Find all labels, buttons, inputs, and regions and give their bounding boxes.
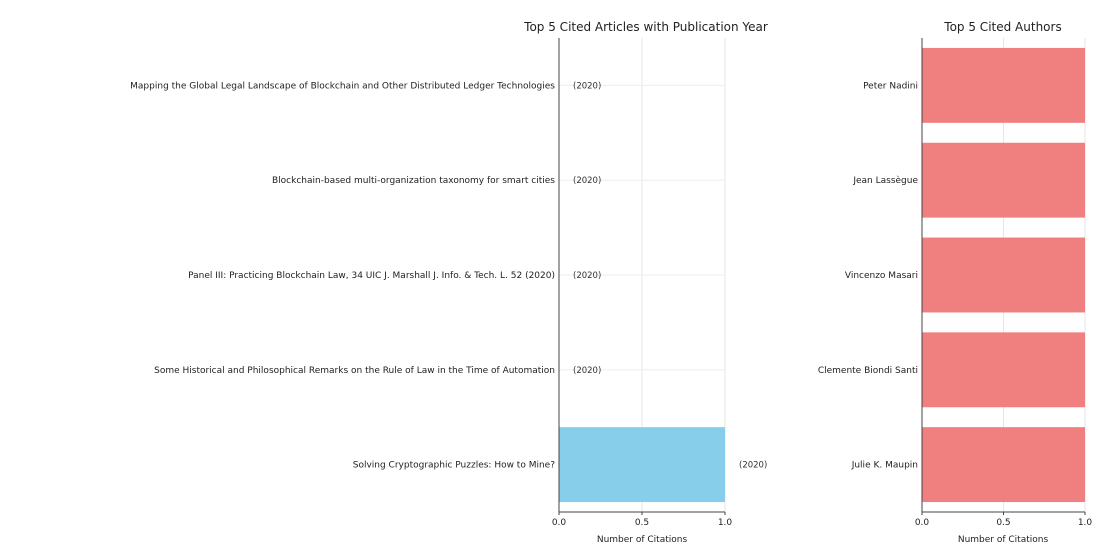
category-label: Some Historical and Philosophical Remark… xyxy=(154,366,555,376)
data-label: (2020) xyxy=(573,81,601,91)
category-label: Solving Cryptographic Puzzles: How to Mi… xyxy=(353,461,555,471)
authors-chart-title: Top 5 Cited Authors xyxy=(943,20,1061,34)
category-label: Mapping the Global Legal Landscape of Bl… xyxy=(130,81,555,91)
articles-x-axis-label: Number of Citations xyxy=(597,535,688,545)
x-tick-label: 1.0 xyxy=(1078,518,1093,528)
category-label: Vincenzo Masari xyxy=(845,271,918,281)
bar xyxy=(559,427,725,503)
data-label: (2020) xyxy=(573,176,601,186)
articles-chart: Top 5 Cited Articles with Publication Ye… xyxy=(130,20,768,545)
authors-x-axis-label: Number of Citations xyxy=(958,535,1049,545)
category-label: Clemente Biondi Santi xyxy=(818,366,918,376)
x-tick-label: 0.0 xyxy=(552,518,567,528)
x-tick-label: 0.5 xyxy=(635,518,649,528)
data-label: (2020) xyxy=(573,366,601,376)
category-label: Jean Lassègue xyxy=(852,175,918,186)
bar xyxy=(922,47,1085,123)
data-label: (2020) xyxy=(573,271,601,281)
category-label: Blockchain-based multi-organization taxo… xyxy=(272,176,555,186)
data-label: (2020) xyxy=(739,461,767,471)
category-label: Peter Nadini xyxy=(863,81,918,91)
category-label: Panel III: Practicing Blockchain Law, 34… xyxy=(188,271,555,281)
bar xyxy=(922,142,1085,218)
authors-chart: Top 5 Cited Authors Number of Citations … xyxy=(818,20,1093,545)
category-label: Julie K. Maupin xyxy=(851,461,918,471)
x-tick-label: 1.0 xyxy=(718,518,733,528)
bar xyxy=(922,427,1085,503)
articles-chart-title: Top 5 Cited Articles with Publication Ye… xyxy=(523,20,768,34)
x-tick-label: 0.0 xyxy=(915,518,930,528)
bar xyxy=(922,332,1085,408)
bar xyxy=(922,237,1085,313)
x-tick-label: 0.5 xyxy=(996,518,1010,528)
